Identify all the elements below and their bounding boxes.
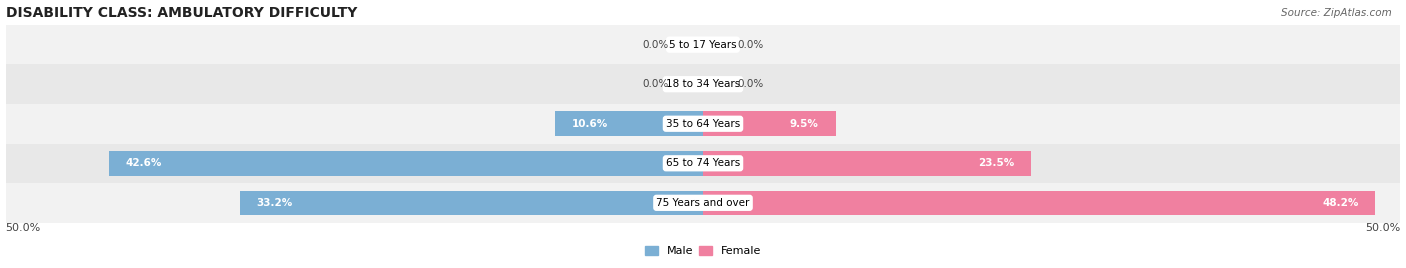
Text: 0.0%: 0.0% [738,79,763,89]
Text: 10.6%: 10.6% [572,119,609,129]
Text: 65 to 74 Years: 65 to 74 Years [666,158,740,168]
Bar [703,191,1375,215]
Text: Source: ZipAtlas.com: Source: ZipAtlas.com [1281,8,1392,18]
Bar [240,191,703,215]
Bar [6,183,1400,223]
Text: 50.0%: 50.0% [6,224,41,233]
Bar [6,104,1400,144]
Bar [108,151,703,176]
Bar [703,111,835,136]
Text: 48.2%: 48.2% [1322,198,1358,208]
Text: 9.5%: 9.5% [790,119,818,129]
Text: 50.0%: 50.0% [1365,224,1400,233]
Text: 0.0%: 0.0% [643,40,668,50]
Text: 42.6%: 42.6% [125,158,162,168]
Bar [6,144,1400,183]
Text: 23.5%: 23.5% [977,158,1014,168]
Legend: Male, Female: Male, Female [640,241,766,260]
Text: 18 to 34 Years: 18 to 34 Years [666,79,740,89]
Text: 5 to 17 Years: 5 to 17 Years [669,40,737,50]
Text: 75 Years and over: 75 Years and over [657,198,749,208]
Bar [703,151,1031,176]
Text: 33.2%: 33.2% [257,198,292,208]
Text: 35 to 64 Years: 35 to 64 Years [666,119,740,129]
Bar [6,64,1400,104]
Bar [555,111,703,136]
Text: 0.0%: 0.0% [643,79,668,89]
Text: DISABILITY CLASS: AMBULATORY DIFFICULTY: DISABILITY CLASS: AMBULATORY DIFFICULTY [6,6,357,20]
Bar [6,25,1400,64]
Text: 0.0%: 0.0% [738,40,763,50]
